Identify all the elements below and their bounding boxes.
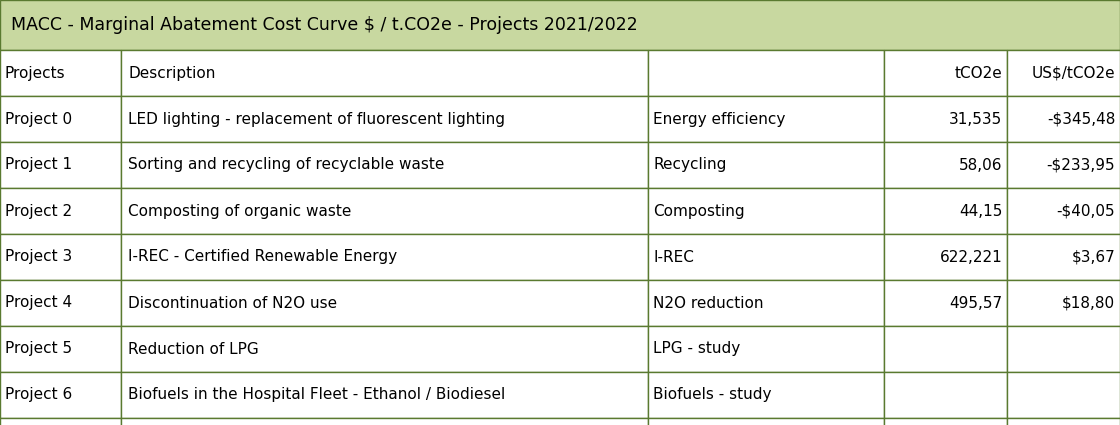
Text: Project 6: Project 6 (4, 388, 72, 402)
Bar (121, 142, 648, 188)
Bar (1007, 372, 1120, 418)
Text: Biofuels - study: Biofuels - study (653, 388, 772, 402)
Text: LED lighting - replacement of fluorescent lighting: LED lighting - replacement of fluorescen… (128, 111, 505, 127)
Bar (648, 326, 884, 372)
Bar (0, 142, 121, 188)
Bar (121, 372, 648, 418)
Bar (0, 418, 121, 425)
Text: Sorting and recycling of recyclable waste: Sorting and recycling of recyclable wast… (128, 158, 445, 173)
Text: 58,06: 58,06 (959, 158, 1002, 173)
Text: Projects: Projects (4, 65, 65, 80)
Text: -$233,95: -$233,95 (1047, 158, 1116, 173)
Text: $18,80: $18,80 (1062, 295, 1116, 311)
Bar (0, 326, 121, 372)
Text: I-REC: I-REC (653, 249, 694, 264)
Text: Project 1: Project 1 (4, 158, 72, 173)
Text: Composting of organic waste: Composting of organic waste (128, 204, 352, 218)
Text: -$345,48: -$345,48 (1047, 111, 1116, 127)
Bar (0, 234, 121, 280)
Text: Reduction of LPG: Reduction of LPG (128, 342, 259, 357)
Bar (1007, 418, 1120, 425)
Text: Recycling: Recycling (653, 158, 727, 173)
Bar (121, 234, 648, 280)
Bar (884, 280, 1007, 326)
Text: Project 4: Project 4 (4, 295, 72, 311)
Bar (884, 418, 1007, 425)
Bar (1007, 326, 1120, 372)
Bar (648, 96, 884, 142)
Text: Project 0: Project 0 (4, 111, 72, 127)
Bar (1007, 234, 1120, 280)
Text: MACC - Marginal Abatement Cost Curve $ / t.CO2e - Projects 2021/2022: MACC - Marginal Abatement Cost Curve $ /… (11, 16, 637, 34)
Text: Project 2: Project 2 (4, 204, 72, 218)
Text: Project 5: Project 5 (4, 342, 72, 357)
Bar (648, 234, 884, 280)
Bar (0, 188, 121, 234)
Text: Discontinuation of N2O use: Discontinuation of N2O use (128, 295, 337, 311)
Bar (1007, 280, 1120, 326)
Text: LPG - study: LPG - study (653, 342, 740, 357)
Bar (121, 188, 648, 234)
Bar (884, 96, 1007, 142)
Text: N2O reduction: N2O reduction (653, 295, 764, 311)
Text: $3,67: $3,67 (1072, 249, 1116, 264)
Bar (121, 418, 648, 425)
Bar (1007, 188, 1120, 234)
Bar (1007, 50, 1120, 96)
Text: Biofuels in the Hospital Fleet - Ethanol / Biodiesel: Biofuels in the Hospital Fleet - Ethanol… (128, 388, 505, 402)
Text: tCO2e: tCO2e (954, 65, 1002, 80)
Bar (884, 142, 1007, 188)
Bar (648, 372, 884, 418)
Bar (0, 372, 121, 418)
Bar (648, 188, 884, 234)
Bar (121, 96, 648, 142)
Text: Project 3: Project 3 (4, 249, 72, 264)
Bar (648, 280, 884, 326)
Bar (0, 280, 121, 326)
Text: 495,57: 495,57 (949, 295, 1002, 311)
Bar (121, 326, 648, 372)
Bar (648, 50, 884, 96)
Text: 622,221: 622,221 (940, 249, 1002, 264)
Text: Composting: Composting (653, 204, 745, 218)
Bar (121, 280, 648, 326)
Bar (884, 372, 1007, 418)
Text: -$40,05: -$40,05 (1056, 204, 1116, 218)
Bar (0, 50, 121, 96)
Bar (1007, 96, 1120, 142)
Text: I-REC - Certified Renewable Energy: I-REC - Certified Renewable Energy (128, 249, 398, 264)
Text: 44,15: 44,15 (959, 204, 1002, 218)
Bar (884, 188, 1007, 234)
Bar (121, 50, 648, 96)
Text: Description: Description (128, 65, 215, 80)
Bar (884, 234, 1007, 280)
Bar (884, 326, 1007, 372)
Bar (648, 418, 884, 425)
Bar (648, 142, 884, 188)
Text: 31,535: 31,535 (949, 111, 1002, 127)
Bar (1007, 142, 1120, 188)
Bar (0, 0, 1120, 50)
Text: Energy efficiency: Energy efficiency (653, 111, 786, 127)
Bar (0, 96, 121, 142)
Text: US$/tCO2e: US$/tCO2e (1032, 65, 1116, 80)
Bar (884, 50, 1007, 96)
